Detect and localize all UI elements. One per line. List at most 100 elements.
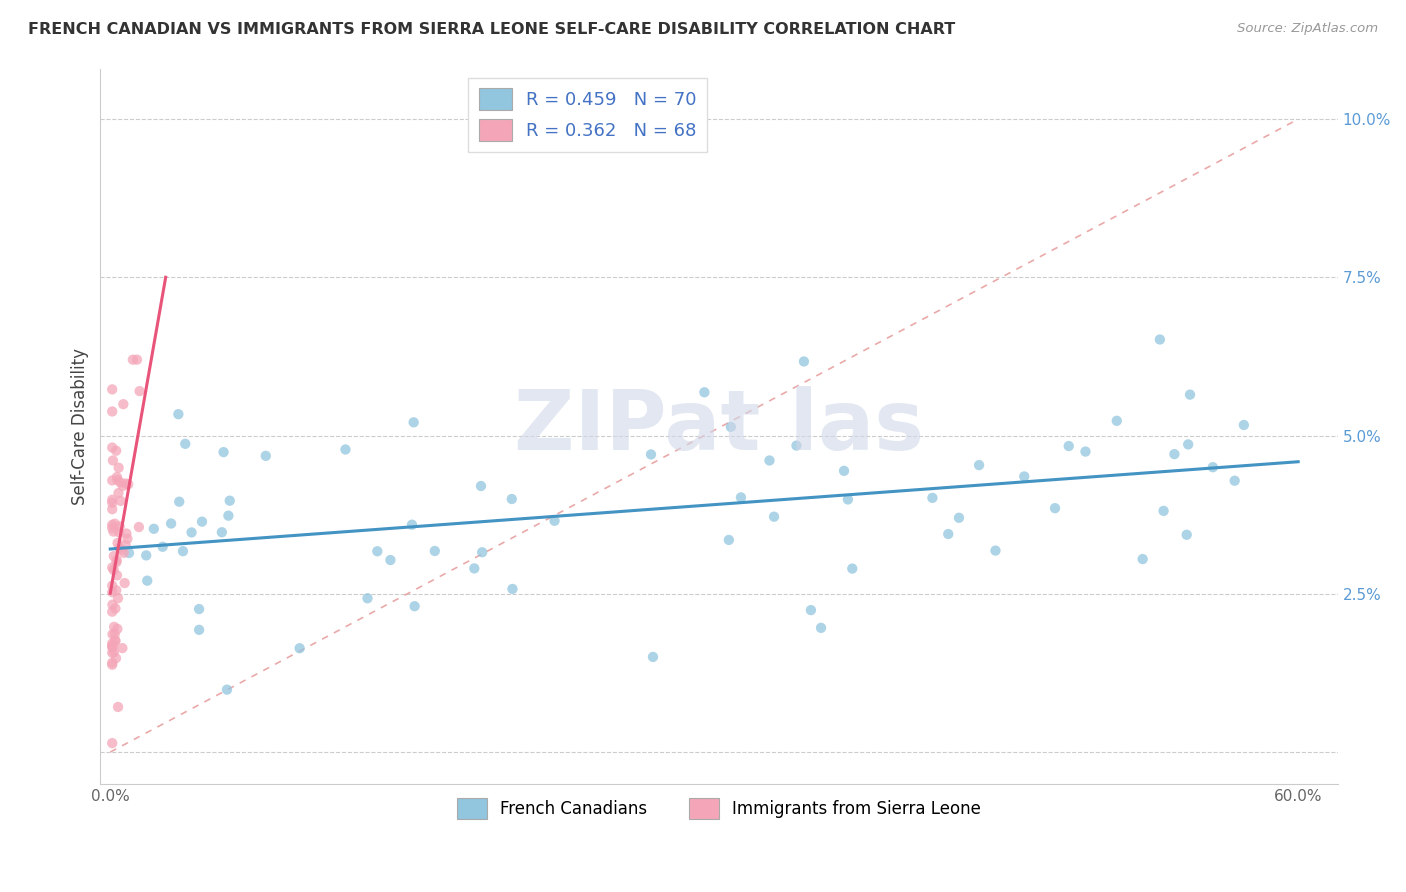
Point xyxy=(212,445,235,459)
Point xyxy=(841,561,863,575)
Point xyxy=(1132,552,1154,566)
Point xyxy=(1149,333,1171,347)
Point xyxy=(101,640,124,655)
Point xyxy=(758,453,780,467)
Point xyxy=(104,633,127,648)
Point xyxy=(107,460,129,475)
Point xyxy=(1074,444,1097,458)
Point xyxy=(936,527,959,541)
Point xyxy=(218,493,240,508)
Point xyxy=(111,479,134,493)
Point xyxy=(136,574,159,588)
Point xyxy=(101,492,124,507)
Point xyxy=(117,477,139,491)
Point xyxy=(254,449,277,463)
Point xyxy=(730,491,752,505)
Point xyxy=(174,437,197,451)
Point xyxy=(215,682,238,697)
Point xyxy=(103,549,125,563)
Point xyxy=(1012,469,1035,483)
Point xyxy=(1163,447,1185,461)
Text: ZIPat las: ZIPat las xyxy=(515,385,924,467)
Point xyxy=(128,520,150,534)
Point xyxy=(967,458,990,472)
Point xyxy=(101,517,124,532)
Point xyxy=(118,546,141,560)
Point xyxy=(105,553,128,567)
Point xyxy=(103,563,125,577)
Point xyxy=(111,641,134,656)
Point xyxy=(104,516,127,531)
Point xyxy=(832,464,855,478)
Point xyxy=(115,526,138,541)
Point xyxy=(800,603,823,617)
Point xyxy=(104,633,127,648)
Point xyxy=(401,517,423,532)
Point xyxy=(101,496,124,510)
Point xyxy=(101,646,124,660)
Point xyxy=(356,591,378,606)
Point xyxy=(921,491,943,505)
Point xyxy=(101,656,124,670)
Point xyxy=(470,479,492,493)
Point xyxy=(105,651,128,665)
Point xyxy=(720,420,742,434)
Point xyxy=(717,533,740,547)
Point xyxy=(288,641,311,656)
Point xyxy=(217,508,239,523)
Y-axis label: Self-Care Disability: Self-Care Disability xyxy=(72,348,89,505)
Point xyxy=(114,476,136,491)
Point xyxy=(1057,439,1080,453)
Point xyxy=(104,627,127,641)
Point xyxy=(402,415,425,429)
Point xyxy=(107,700,129,714)
Point xyxy=(108,525,131,540)
Point xyxy=(167,407,190,421)
Point xyxy=(641,649,664,664)
Point xyxy=(107,473,129,487)
Point xyxy=(1175,528,1198,542)
Legend: French Canadians, Immigrants from Sierra Leone: French Canadians, Immigrants from Sierra… xyxy=(450,792,988,825)
Point xyxy=(1178,387,1201,401)
Point xyxy=(763,509,786,524)
Point xyxy=(121,352,143,367)
Point xyxy=(108,519,131,533)
Point xyxy=(810,621,832,635)
Point xyxy=(501,582,523,596)
Point xyxy=(101,585,124,599)
Point xyxy=(117,532,139,546)
Point xyxy=(103,524,125,539)
Point xyxy=(1105,414,1128,428)
Point xyxy=(110,475,132,490)
Point xyxy=(172,544,194,558)
Point xyxy=(107,486,129,500)
Point xyxy=(103,645,125,659)
Point xyxy=(101,605,124,619)
Point xyxy=(103,620,125,634)
Point xyxy=(793,354,815,368)
Point xyxy=(152,540,174,554)
Point xyxy=(837,492,859,507)
Point xyxy=(640,447,662,461)
Point xyxy=(114,576,136,591)
Point xyxy=(104,601,127,615)
Point xyxy=(693,385,716,400)
Point xyxy=(471,545,494,559)
Point xyxy=(335,442,357,457)
Point xyxy=(404,599,426,614)
Point xyxy=(101,657,124,672)
Point xyxy=(1153,504,1175,518)
Point xyxy=(366,544,388,558)
Point xyxy=(101,736,124,750)
Point xyxy=(107,536,129,550)
Point xyxy=(114,538,136,552)
Point xyxy=(105,443,128,458)
Point xyxy=(191,515,214,529)
Point xyxy=(211,525,233,540)
Point xyxy=(167,494,190,508)
Point xyxy=(105,568,128,582)
Point xyxy=(101,579,124,593)
Point xyxy=(101,627,124,641)
Point xyxy=(543,514,565,528)
Point xyxy=(1223,474,1246,488)
